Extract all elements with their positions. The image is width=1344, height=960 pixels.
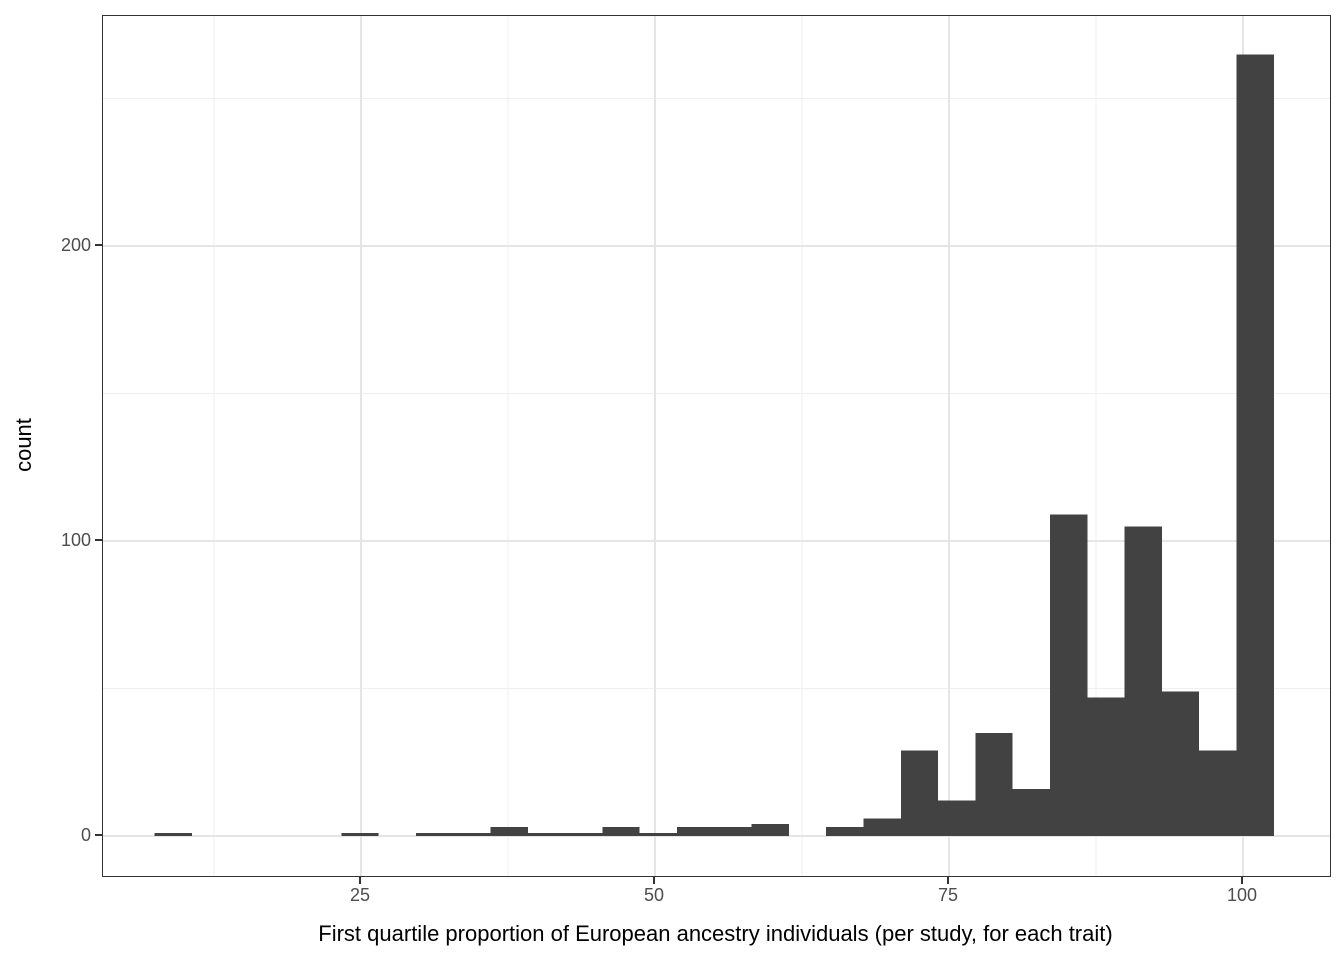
histogram-bar bbox=[1012, 788, 1050, 836]
x-tick-label: 100 bbox=[1226, 885, 1257, 905]
y-tick-label: 200 bbox=[60, 235, 91, 255]
histogram-bar bbox=[1161, 691, 1200, 836]
histogram-bar bbox=[1236, 54, 1274, 836]
histogram-bar bbox=[1199, 750, 1237, 836]
x-tick-label: 75 bbox=[937, 885, 958, 905]
histogram-bar bbox=[1049, 514, 1088, 836]
y-tick-mark bbox=[95, 244, 103, 246]
y-tick-mark bbox=[95, 833, 103, 836]
x-tick-label: 50 bbox=[643, 885, 664, 905]
y-tick-label: 0 bbox=[80, 824, 91, 845]
histogram-bar bbox=[602, 827, 640, 836]
histogram-bar bbox=[900, 750, 939, 836]
x-tick-mark bbox=[1240, 876, 1243, 884]
histogram-bar bbox=[154, 833, 193, 836]
histogram-bar bbox=[639, 833, 677, 836]
plot-area bbox=[103, 16, 1330, 876]
x-tick-label: 25 bbox=[349, 885, 371, 905]
y-tick-mark bbox=[95, 539, 103, 541]
histogram-bar bbox=[490, 827, 528, 836]
y-axis-title: count bbox=[11, 418, 36, 472]
histogram-bar bbox=[453, 833, 491, 836]
x-tick-mark bbox=[946, 876, 949, 884]
histogram-bar bbox=[565, 833, 603, 836]
histogram-bar bbox=[1124, 526, 1162, 836]
x-tick-mark bbox=[652, 876, 655, 884]
histogram-bar bbox=[1087, 697, 1125, 836]
x-axis-title: First quartile proportion of European an… bbox=[318, 921, 1113, 946]
histogram-bar bbox=[826, 827, 864, 836]
x-tick-mark bbox=[359, 876, 361, 884]
histogram-bar bbox=[714, 827, 752, 836]
histogram-bar bbox=[676, 827, 715, 836]
histogram-bar bbox=[938, 800, 976, 836]
histogram-bar bbox=[751, 824, 789, 836]
histogram-bar bbox=[527, 833, 566, 836]
histogram-bar bbox=[341, 833, 379, 836]
y-tick-label: 100 bbox=[60, 530, 91, 550]
plot-panel bbox=[102, 15, 1331, 877]
histogram-bar bbox=[863, 818, 901, 836]
histogram-bar bbox=[975, 732, 1013, 836]
histogram-bar bbox=[415, 833, 454, 836]
